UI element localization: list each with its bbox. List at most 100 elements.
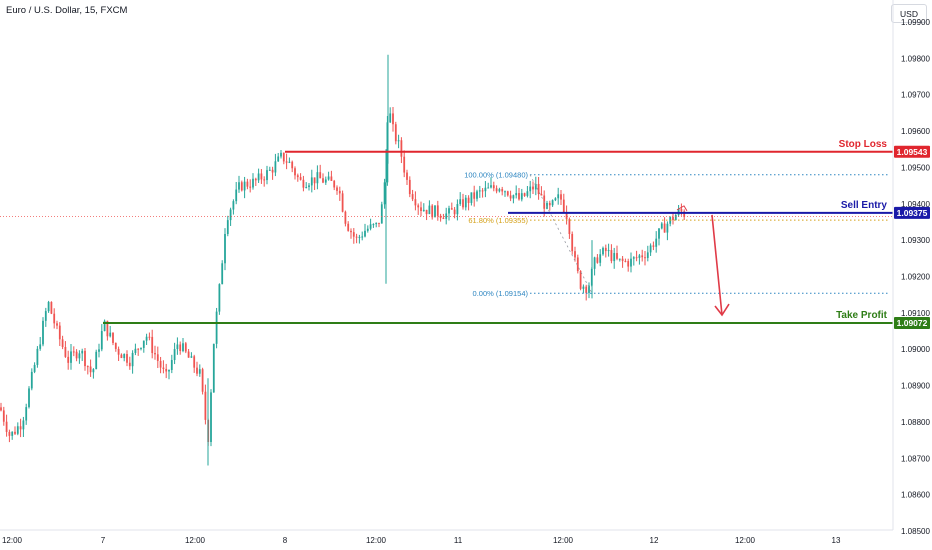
price-tick-label: 1.09700 [901, 91, 930, 100]
candle [630, 252, 632, 273]
candle [478, 185, 481, 198]
candle [330, 170, 333, 182]
time-tick-label: 8 [283, 536, 288, 545]
time-axis[interactable]: 12:00 7 12:00 8 12:00 11 12:00 12 12:00 13 [2, 536, 841, 545]
candle [495, 185, 498, 194]
candle [646, 245, 649, 262]
candle [176, 337, 179, 355]
candle [232, 199, 235, 215]
candle [36, 346, 39, 368]
candle [142, 340, 145, 353]
candle [476, 189, 478, 202]
svg-text:1.09543: 1.09543 [897, 147, 928, 157]
time-tick-label: 12:00 [2, 536, 23, 545]
price-tick-label: 1.09300 [901, 236, 930, 245]
candle [641, 249, 644, 262]
candle [445, 207, 448, 225]
sell-arrow-shaft [711, 214, 723, 316]
candle [624, 258, 627, 263]
candle [319, 164, 322, 179]
candle [190, 352, 193, 358]
fib-level-label: 0.00% (1.09154) [473, 289, 529, 298]
price-badges: 1.09543 1.09375 1.09072 [894, 145, 930, 330]
candle [271, 166, 274, 180]
candle [75, 349, 78, 362]
candle [336, 185, 338, 195]
candle [67, 350, 70, 370]
stop-loss-label: Stop Loss [839, 139, 888, 150]
candle [288, 157, 291, 164]
candle [450, 202, 453, 210]
candle [327, 171, 330, 181]
candle [366, 225, 369, 233]
candle [215, 307, 218, 349]
candle [196, 361, 198, 377]
price-tick-label: 1.08500 [901, 527, 930, 536]
candle [420, 201, 422, 217]
candle [352, 228, 355, 244]
candle [100, 324, 103, 352]
candle [439, 213, 442, 222]
candle [487, 182, 490, 189]
candle [585, 284, 588, 301]
candle [562, 193, 565, 214]
price-tick-label: 1.09200 [901, 273, 930, 282]
candle [638, 253, 641, 265]
price-tick-label: 1.09400 [901, 200, 930, 209]
candle [120, 353, 123, 359]
candle [571, 231, 574, 255]
candle [422, 203, 425, 212]
candle [677, 204, 680, 217]
price-tick-label: 1.08700 [901, 454, 930, 463]
candle [84, 347, 86, 371]
candle [198, 364, 201, 377]
candle [467, 195, 470, 211]
candle [663, 217, 666, 233]
candle [574, 246, 576, 262]
candle [403, 150, 406, 178]
svg-text:1.09375: 1.09375 [897, 208, 928, 218]
candle [568, 217, 571, 239]
candle [548, 200, 551, 211]
candle [526, 185, 529, 198]
candle [296, 173, 299, 182]
candle [532, 181, 534, 194]
candle [554, 197, 557, 202]
candle [649, 243, 652, 256]
candle [201, 367, 204, 395]
price-tick-label: 1.09600 [901, 127, 930, 136]
time-tick-label: 11 [454, 536, 463, 545]
candle [238, 175, 240, 193]
candle [33, 362, 36, 374]
candle [621, 255, 624, 268]
candle [134, 343, 137, 356]
candle [501, 186, 504, 196]
candle [579, 270, 582, 291]
price-axis[interactable]: 1.08500 1.08600 1.08700 1.08800 1.08900 1.090… [901, 18, 930, 536]
candle [490, 177, 492, 189]
currency-button[interactable]: USD [891, 4, 927, 23]
candle [448, 205, 450, 221]
candle [282, 152, 285, 165]
candle [324, 176, 327, 185]
time-tick-label: 12 [650, 536, 659, 545]
candle [560, 190, 562, 206]
candle [464, 194, 467, 211]
candle [512, 194, 515, 204]
candle [504, 190, 506, 197]
price-tick-label: 1.09100 [901, 309, 930, 318]
candle [565, 205, 568, 225]
candle [540, 186, 543, 196]
time-tick-label: 12:00 [735, 536, 756, 545]
candle [221, 260, 224, 285]
candle [299, 173, 302, 181]
candle [378, 222, 380, 228]
fibonacci-retracement: 100.00% (1.09480) 61.80% (1.09355) 0.00% (… [464, 171, 890, 298]
price-tick-label: 1.09900 [901, 18, 930, 27]
candle [263, 176, 266, 187]
time-tick-label: 13 [832, 536, 841, 545]
candle [2, 406, 5, 426]
candle [534, 176, 537, 196]
candle [44, 307, 47, 327]
